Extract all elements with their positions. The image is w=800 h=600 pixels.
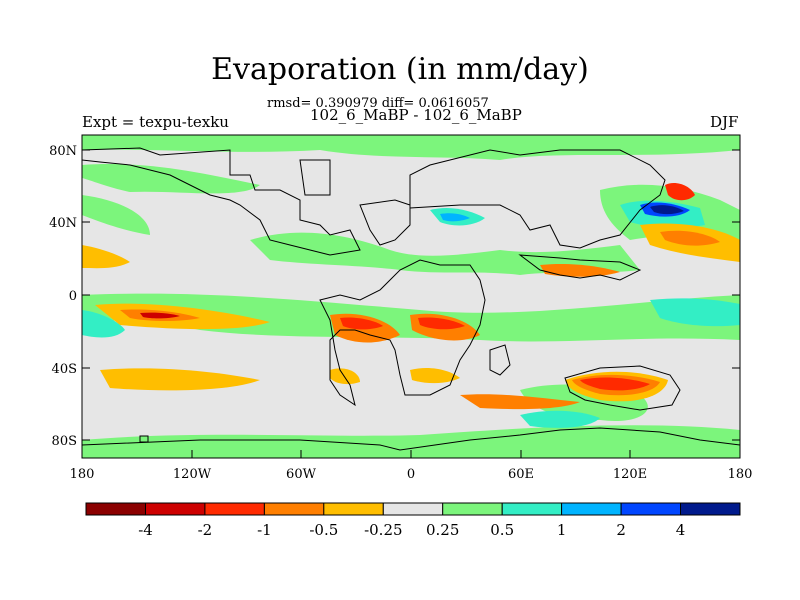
y-tick-label: 40S: [52, 362, 77, 377]
contour-cyan: [650, 298, 740, 327]
colorbar-swatch: [620, 502, 682, 516]
colorbar-label: 0.5: [490, 521, 514, 539]
contour-green: [250, 232, 640, 275]
contour-darkred: [140, 312, 180, 319]
colorbar-label: -4: [138, 521, 153, 539]
contour-yellow: [82, 245, 130, 269]
colorbar-label: -0.5: [309, 521, 338, 539]
contour-green: [82, 195, 150, 235]
x-tick-label: 120W: [173, 467, 212, 482]
contour-green: [82, 164, 260, 194]
x-tick-label: 180: [70, 467, 95, 482]
colorbar-label: -1: [257, 521, 272, 539]
contour-red: [418, 317, 465, 330]
x-tick-label: 0: [407, 467, 415, 482]
contour-red: [580, 377, 650, 391]
colorbar-label: 1: [557, 521, 567, 539]
contour-cyan: [520, 410, 600, 428]
colorbar-swatch: [382, 502, 444, 516]
subtitle: 102_6_MaBP - 102_6_MaBP: [310, 106, 522, 124]
colorbar-label: -0.25: [364, 521, 402, 539]
colorbar-label: 2: [616, 521, 626, 539]
contour-red: [340, 317, 383, 330]
colorbar-swatch: [323, 502, 384, 516]
x-tick-label: 180: [728, 467, 753, 482]
y-tick-marks: [82, 149, 740, 441]
contour-orange: [660, 230, 720, 246]
colorbar-labels: -4 -2 -1 -0.5 -0.25 0.25 0.5 1 2 4: [138, 521, 685, 539]
colorbar-swatch: [442, 502, 503, 516]
y-tick-label: 80N: [49, 144, 77, 159]
colorbar-swatch: [145, 502, 206, 516]
contour-red: [665, 183, 695, 201]
y-tick-label: 80S: [52, 434, 77, 449]
colorbar: [85, 502, 741, 516]
experiment-label: Expt = texpu-texku: [82, 113, 229, 131]
contour-cyan: [82, 310, 125, 338]
colorbar-label: 4: [676, 521, 686, 539]
colorbar-label: -2: [198, 521, 213, 539]
contour-navy: [650, 205, 684, 215]
x-tick-marks: [81, 450, 741, 458]
contour-orange: [540, 263, 620, 277]
x-tick-label: 60W: [286, 467, 317, 482]
colorbar-swatch: [85, 502, 146, 516]
map-fill: [82, 135, 740, 458]
map-title: Evaporation (in mm/day): [211, 52, 589, 87]
contour-yellow: [100, 368, 260, 391]
season-label: DJF: [710, 113, 739, 131]
colorbar-swatch: [680, 502, 741, 516]
colorbar-label: 0.25: [426, 521, 459, 539]
contour-green: [82, 425, 740, 458]
x-tick-label: 120E: [613, 467, 647, 482]
colorbar-swatch: [501, 502, 563, 516]
y-tick-label: 0: [69, 289, 77, 304]
coastlines: [82, 147, 740, 451]
colorbar-swatch: [561, 502, 622, 516]
colorbar-swatch: [204, 502, 265, 516]
y-tick-label: 40N: [49, 216, 77, 231]
contour-orange: [460, 394, 580, 410]
contour-green: [82, 135, 740, 160]
x-tick-label: 60E: [508, 467, 534, 482]
stats-line: rmsd= 0.390979 diff= 0.0616057: [267, 96, 489, 111]
contour-yellow: [410, 367, 460, 384]
colorbar-swatch: [263, 502, 325, 516]
contour-lightblue: [440, 213, 470, 222]
contour-yellow: [330, 368, 360, 385]
